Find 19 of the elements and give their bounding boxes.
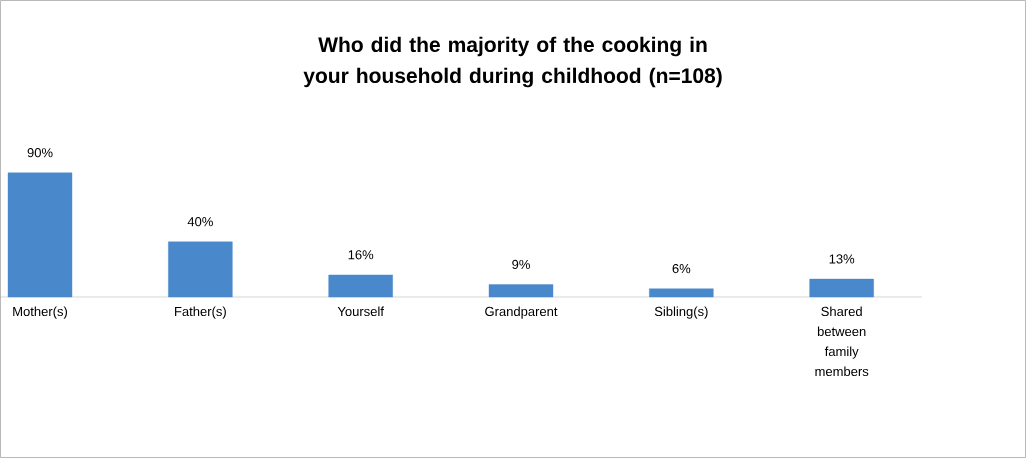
bar bbox=[168, 241, 233, 298]
bar bbox=[328, 274, 393, 298]
chart-title: Who did the majority of the cooking in your household during childhood (n=108) bbox=[303, 36, 722, 88]
x-tick-label: Father(s) bbox=[175, 306, 226, 319]
x-tick-label: Yourself bbox=[337, 306, 384, 317]
x-tick-label: Shared between family members bbox=[815, 306, 869, 377]
data-label: 40% bbox=[187, 217, 213, 227]
x-tick-label: Sibling(s) bbox=[654, 306, 708, 319]
data-label: 9% bbox=[512, 259, 530, 270]
bar bbox=[488, 284, 554, 298]
bar bbox=[7, 172, 73, 298]
x-tick-label: Mother(s) bbox=[13, 306, 68, 319]
data-label: 16% bbox=[348, 250, 374, 260]
bar bbox=[809, 278, 874, 298]
bar bbox=[649, 288, 714, 298]
x-tick-label: Grandparent bbox=[485, 306, 558, 319]
data-label: 13% bbox=[829, 254, 855, 264]
data-label: 6% bbox=[672, 263, 691, 274]
data-label: 90% bbox=[27, 148, 53, 158]
